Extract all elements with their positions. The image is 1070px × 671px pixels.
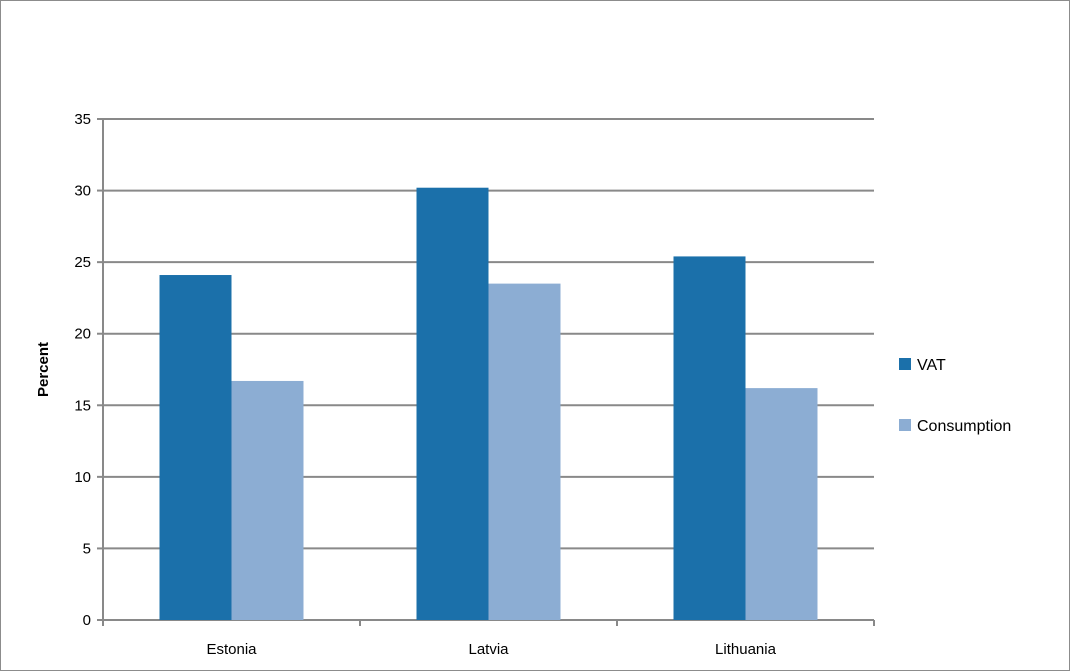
legend-swatch-consumption <box>899 419 911 431</box>
y-tick-label: 0 <box>83 612 91 629</box>
bars <box>159 187 818 621</box>
y-tick-label: 20 <box>74 326 91 343</box>
bar-consumption-latvia <box>488 283 561 620</box>
y-tick-labels: 0 5 10 15 20 25 30 35 <box>74 111 103 629</box>
x-tick-label: Latvia <box>468 641 509 658</box>
bar-vat-lithuania <box>673 256 746 620</box>
x-tick-label: Estonia <box>206 641 257 658</box>
bar-vat-latvia <box>416 187 489 621</box>
y-tick-label: 5 <box>83 540 91 557</box>
y-tick-label: 25 <box>74 254 91 271</box>
legend-label-vat: VAT <box>917 357 946 374</box>
bar-consumption-estonia <box>231 380 304 620</box>
y-tick-label: 15 <box>74 397 91 414</box>
bar-vat-estonia <box>159 275 232 620</box>
y-tick-label: 10 <box>74 469 91 486</box>
bar-consumption-lithuania <box>745 388 818 620</box>
x-tick-labels: Estonia Latvia Lithuania <box>102 620 875 658</box>
legend-label-consumption: Consumption <box>917 418 1011 435</box>
legend: VAT Consumption <box>899 357 1011 435</box>
y-tick-label: 35 <box>74 111 91 128</box>
y-axis-title: Percent <box>35 342 52 397</box>
y-tick-label: 30 <box>74 183 91 200</box>
legend-swatch-vat <box>899 358 911 370</box>
x-tick-label: Lithuania <box>715 641 777 658</box>
